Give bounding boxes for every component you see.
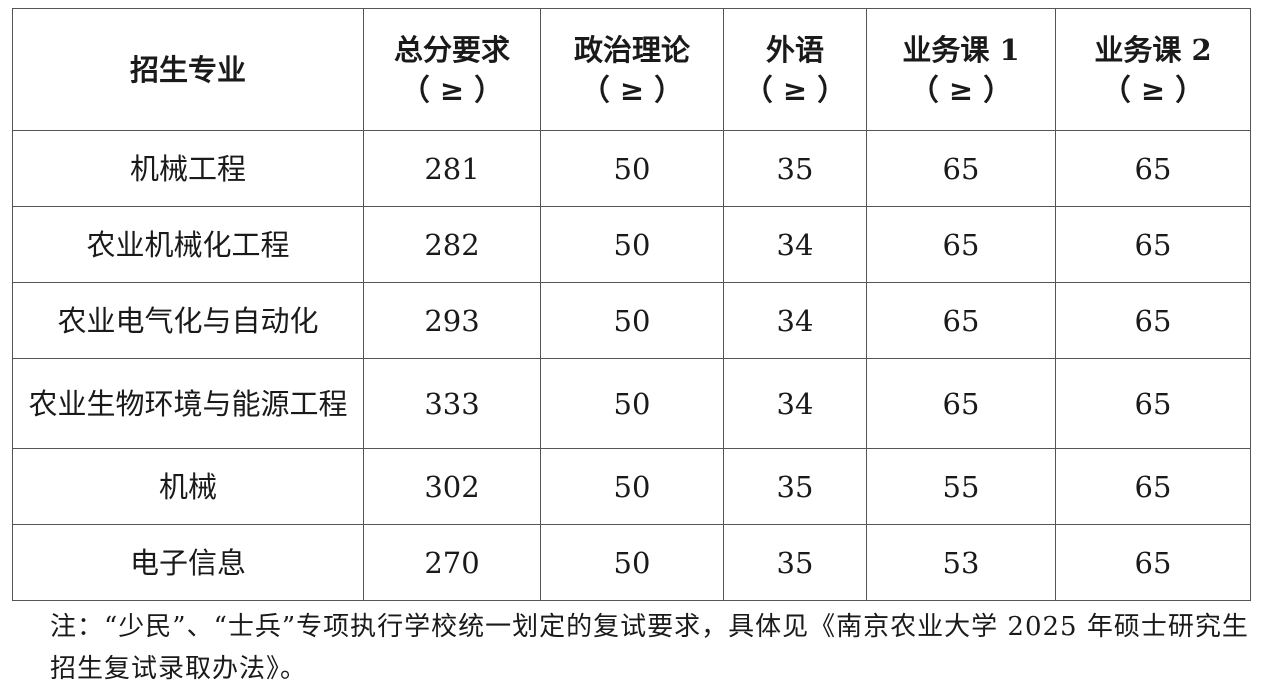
major-cell: 机械工程	[12, 130, 364, 207]
score-cell: 65	[1055, 448, 1251, 525]
header-sub: （ ≥ ）	[580, 72, 684, 107]
header-text: 业务课 1	[902, 32, 1020, 67]
table-row: 农业生物环境与能源工程 333 50 34 65 65	[12, 358, 1251, 449]
header-course-1: 业务课 1 （ ≥ ）	[866, 8, 1056, 131]
score-cell: 50	[540, 206, 724, 283]
major-cell: 电子信息	[12, 524, 364, 601]
header-text: 总分要求	[393, 32, 510, 67]
table-row: 电子信息 270 50 35 53 65	[12, 524, 1251, 601]
score-cell: 282	[363, 206, 541, 283]
score-cell: 302	[363, 448, 541, 525]
score-cell: 53	[866, 524, 1056, 601]
score-cell: 35	[723, 448, 867, 525]
table-row: 农业机械化工程 282 50 34 65 65	[12, 206, 1251, 283]
header-sub: （ ≥ ）	[743, 72, 847, 107]
header-text: 外语	[765, 32, 824, 67]
header-politics: 政治理论 （ ≥ ）	[540, 8, 724, 131]
header-text: 招生专业	[129, 52, 246, 87]
score-cell: 281	[363, 130, 541, 207]
header-sub: （ ≥ ）	[400, 72, 504, 107]
score-cell: 65	[1055, 358, 1251, 449]
score-cell: 50	[540, 282, 724, 359]
table-row: 机械 302 50 35 55 65	[12, 448, 1251, 525]
score-cell: 65	[1055, 130, 1251, 207]
header-total: 总分要求 （ ≥ ）	[363, 8, 541, 131]
header-row: 招生专业 总分要求 （ ≥ ） 政治理论 （ ≥ ） 外语 （ ≥ ） 业务课 1 （ …	[12, 8, 1251, 131]
score-cell: 50	[540, 448, 724, 525]
score-cell: 50	[540, 524, 724, 601]
score-cell: 65	[866, 130, 1056, 207]
score-cell: 333	[363, 358, 541, 449]
score-cell: 55	[866, 448, 1056, 525]
header-foreign-language: 外语 （ ≥ ）	[723, 8, 867, 131]
score-cell: 65	[866, 282, 1056, 359]
major-cell: 农业电气化与自动化	[12, 282, 364, 359]
score-cell: 293	[363, 282, 541, 359]
major-cell: 机械	[12, 448, 364, 525]
score-cell: 65	[866, 206, 1056, 283]
score-cell: 50	[540, 358, 724, 449]
header-text: 政治理论	[573, 32, 690, 67]
score-cell: 65	[1055, 524, 1251, 601]
footnote: 注：“少民”、“士兵”专项执行学校统一划定的复试要求，具体见《南京农业大学 20…	[50, 612, 1249, 684]
header-sub: （ ≥ ）	[909, 72, 1013, 107]
score-cell: 35	[723, 130, 867, 207]
table-row: 机械工程 281 50 35 65 65	[12, 130, 1251, 207]
header-course-2: 业务课 2 （ ≥ ）	[1055, 8, 1251, 131]
header-sub: （ ≥ ）	[1101, 72, 1205, 107]
table-row: 农业电气化与自动化 293 50 34 65 65	[12, 282, 1251, 359]
score-cell: 65	[866, 358, 1056, 449]
score-cell: 65	[1055, 282, 1251, 359]
score-cell: 34	[723, 358, 867, 449]
header-major: 招生专业	[12, 8, 364, 131]
major-cell: 农业机械化工程	[12, 206, 364, 283]
score-cell: 270	[363, 524, 541, 601]
score-cell: 34	[723, 206, 867, 283]
major-cell: 农业生物环境与能源工程	[12, 358, 364, 449]
score-cell: 34	[723, 282, 867, 359]
header-text: 业务课 2	[1094, 32, 1212, 67]
score-cell: 65	[1055, 206, 1251, 283]
score-requirements-table: 招生专业 总分要求 （ ≥ ） 政治理论 （ ≥ ） 外语 （ ≥ ） 业务课 1 （ …	[12, 8, 1251, 601]
score-cell: 35	[723, 524, 867, 601]
score-cell: 50	[540, 130, 724, 207]
